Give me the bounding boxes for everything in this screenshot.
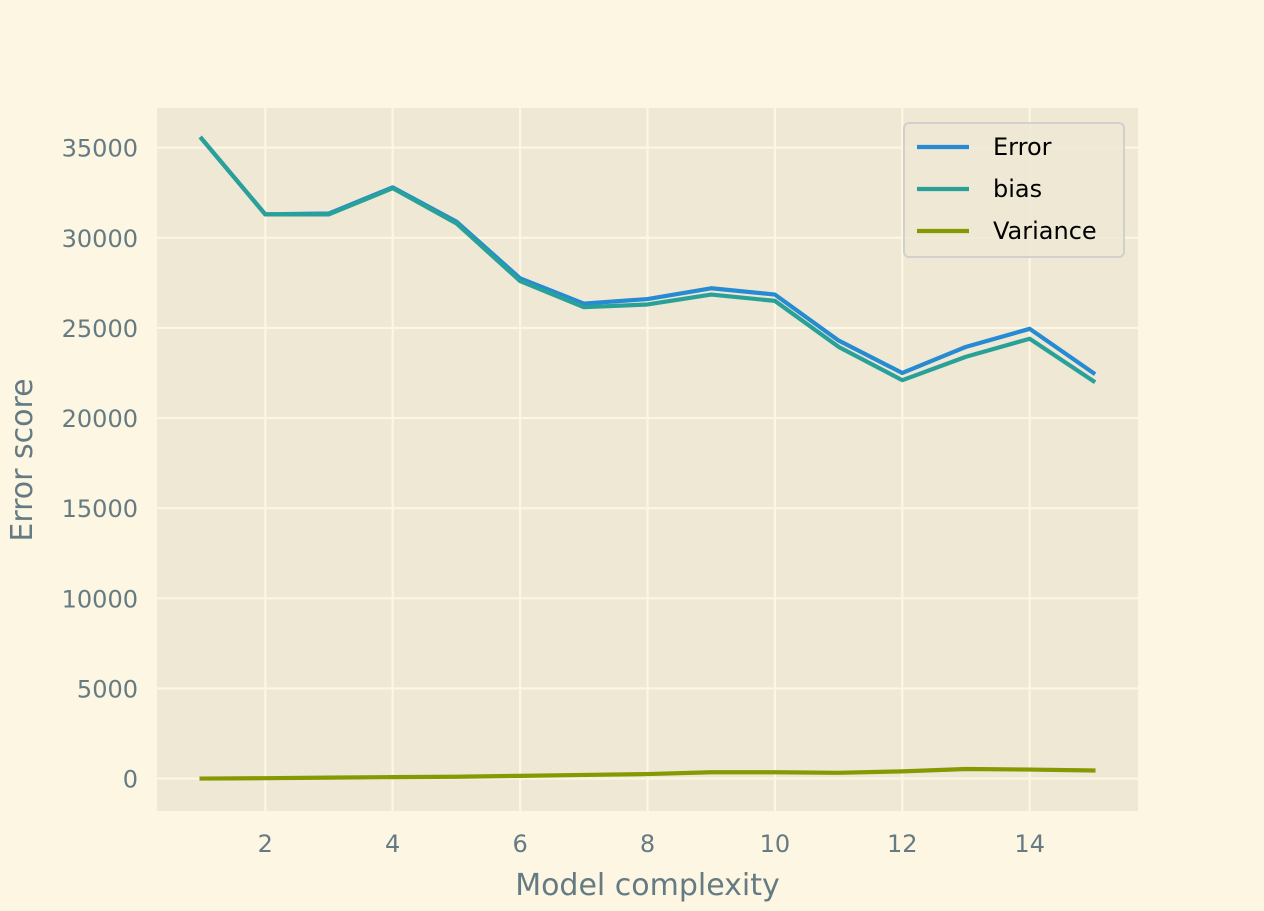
y-tick-label: 10000 [62,585,138,613]
x-tick-label: 14 [1014,830,1045,858]
tick-labels: 2 4 6 8 10 12 14 0 5000 10000 15000 20000 25000 30000… [62,135,1045,858]
x-tick-label: 10 [760,830,791,858]
legend-label-bias: bias [993,175,1042,203]
x-axis-label: Model complexity [515,868,780,903]
legend-label-variance: Variance [993,217,1097,245]
y-tick-label: 15000 [62,495,138,523]
legend-label-error: Error [993,133,1052,161]
series-lines [198,135,1097,781]
series-line-bias [198,135,1097,385]
legend: Error bias Variance [903,122,1125,258]
series-line-variance [199,766,1096,781]
x-tick-label: 8 [640,830,655,858]
x-tick-label: 12 [887,830,918,858]
y-tick-label: 20000 [62,405,138,433]
x-tick-label: 4 [385,830,400,858]
y-tick-label: 25000 [62,315,138,343]
legend-box [903,122,1125,258]
x-tick-label: 2 [258,830,273,858]
y-tick-label: 0 [123,766,138,794]
x-tick-label: 6 [512,830,527,858]
y-tick-label: 30000 [62,225,138,253]
y-tick-label: 5000 [77,675,138,703]
y-axis-label: Error score [5,378,40,541]
y-tick-label: 35000 [62,135,138,163]
